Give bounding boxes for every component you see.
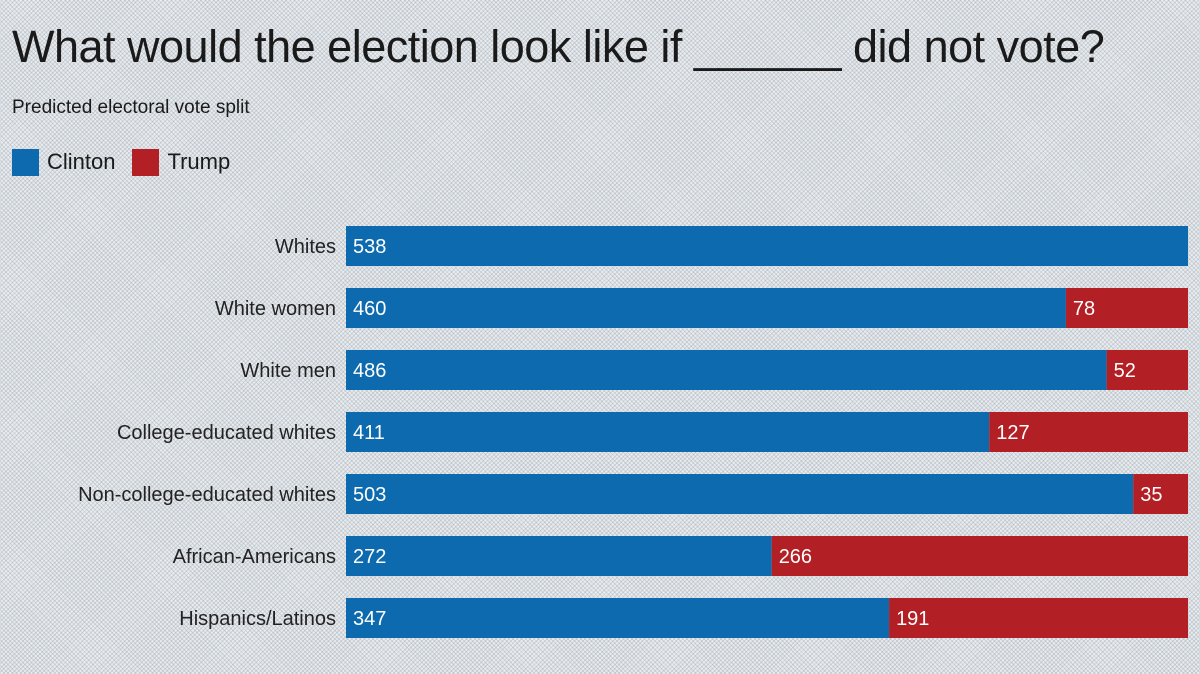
bar-clinton-african-americans <box>346 536 772 576</box>
data-label-clinton-white-men: 486 <box>353 360 386 382</box>
bar-clinton-non-college-educated-whites <box>346 474 1134 514</box>
legend-label-clinton: Clinton <box>47 149 116 174</box>
data-label-trump-non-college-educated-whites: 35 <box>1140 484 1162 506</box>
category-label-hispanics-latinos: Hispanics/Latinos <box>179 608 336 630</box>
data-label-clinton-hispanics-latinos: 347 <box>353 608 386 630</box>
bar-clinton-white-men <box>346 350 1107 390</box>
bar-trump-white-men <box>1106 350 1188 390</box>
legend-item-clinton: Clinton <box>12 148 116 176</box>
bar-clinton-white-women <box>346 288 1066 328</box>
category-label-whites: Whites <box>275 236 336 258</box>
category-label-white-men: White men <box>240 360 336 382</box>
bar-clinton-whites <box>346 226 1188 266</box>
category-label-african-americans: African-Americans <box>173 546 336 568</box>
data-label-clinton-whites: 538 <box>353 236 386 258</box>
legend: Clinton Trump <box>12 147 247 177</box>
chart-title: What would the election look like if ___… <box>12 21 1105 72</box>
data-label-clinton-non-college-educated-whites: 503 <box>353 484 386 506</box>
data-label-clinton-white-women: 460 <box>353 298 386 320</box>
data-label-clinton-college-educated-whites: 411 <box>353 422 385 444</box>
legend-item-trump: Trump <box>132 148 231 176</box>
bar-trump-hispanics-latinos <box>889 598 1188 638</box>
legend-swatch-clinton <box>12 148 39 176</box>
bar-trump-african-americans <box>771 536 1188 576</box>
data-label-trump-college-educated-whites: 127 <box>996 422 1029 444</box>
data-label-trump-white-women: 78 <box>1073 298 1095 320</box>
category-label-college-educated-whites: College-educated whites <box>117 422 336 444</box>
legend-label-trump: Trump <box>167 149 231 174</box>
bar-trump-non-college-educated-whites <box>1133 474 1188 514</box>
data-label-trump-white-men: 52 <box>1114 360 1136 382</box>
chart-subtitle: Predicted electoral vote split <box>12 97 250 118</box>
bar-trump-college-educated-whites <box>989 412 1188 452</box>
category-label-non-college-educated-whites: Non-college-educated whites <box>78 484 336 506</box>
bar-clinton-college-educated-whites <box>346 412 990 452</box>
category-label-white-women: White women <box>215 298 336 320</box>
legend-swatch-trump <box>132 148 160 176</box>
data-label-clinton-african-americans: 272 <box>353 546 386 568</box>
data-label-trump-hispanics-latinos: 191 <box>896 608 929 630</box>
bar-clinton-hispanics-latinos <box>346 598 890 638</box>
bar-trump-white-women <box>1065 288 1188 328</box>
data-label-trump-african-americans: 266 <box>779 546 812 568</box>
